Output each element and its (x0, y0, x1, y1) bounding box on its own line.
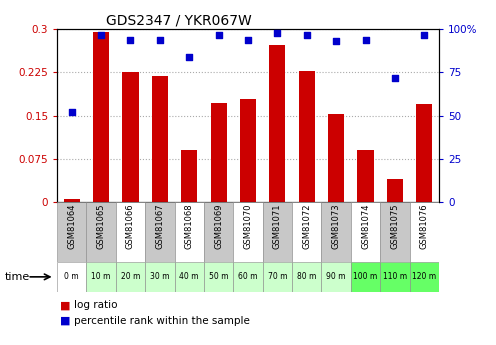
Text: GSM81065: GSM81065 (97, 204, 106, 249)
Bar (387, 179, 403, 202)
Bar (204, 202, 233, 262)
Bar (240, 99, 256, 202)
Bar (380, 262, 410, 292)
Bar (233, 202, 263, 262)
Text: GSM81072: GSM81072 (302, 204, 311, 249)
Point (303, 32, 310, 37)
Bar (263, 202, 292, 262)
Text: 100 m: 100 m (353, 272, 377, 282)
Bar (116, 202, 145, 262)
Bar (181, 150, 197, 202)
Text: GSM81074: GSM81074 (361, 204, 370, 249)
Bar (93, 32, 109, 202)
Text: GSM81073: GSM81073 (332, 204, 341, 249)
Bar (57, 202, 86, 262)
Bar (299, 71, 315, 202)
Text: percentile rank within the sample: percentile rank within the sample (74, 316, 250, 326)
Point (68, 109, 76, 115)
Point (391, 75, 399, 80)
Point (362, 37, 370, 42)
Text: GSM81070: GSM81070 (244, 204, 252, 249)
Bar (204, 262, 233, 292)
Bar (292, 262, 321, 292)
Text: 120 m: 120 m (412, 272, 436, 282)
Point (332, 39, 340, 44)
Bar (269, 46, 286, 202)
Bar (123, 72, 138, 202)
Text: GSM81067: GSM81067 (155, 204, 164, 249)
Point (273, 30, 281, 36)
Bar (351, 262, 380, 292)
Bar (86, 262, 116, 292)
Point (156, 37, 164, 42)
Text: GSM81076: GSM81076 (420, 204, 429, 249)
Text: 20 m: 20 m (121, 272, 140, 282)
Text: GSM81071: GSM81071 (273, 204, 282, 249)
Text: GDS2347 / YKR067W: GDS2347 / YKR067W (106, 14, 251, 28)
Bar (321, 262, 351, 292)
Bar (145, 262, 175, 292)
Text: GSM81075: GSM81075 (390, 204, 399, 249)
Point (97, 32, 105, 37)
Bar (263, 262, 292, 292)
Bar (57, 262, 86, 292)
Point (420, 32, 428, 37)
Bar (145, 202, 175, 262)
Text: 50 m: 50 m (209, 272, 228, 282)
Bar (410, 262, 439, 292)
Bar (380, 202, 410, 262)
Text: GSM81064: GSM81064 (67, 204, 76, 249)
Bar (410, 202, 439, 262)
Point (126, 37, 134, 42)
Text: ■: ■ (60, 316, 70, 326)
Point (244, 37, 252, 42)
Bar (328, 115, 344, 202)
Text: 0 m: 0 m (64, 272, 79, 282)
Bar (321, 202, 351, 262)
Bar (351, 202, 380, 262)
Bar (86, 202, 116, 262)
Text: ■: ■ (60, 300, 70, 310)
Bar (416, 104, 433, 202)
Text: GSM81069: GSM81069 (214, 204, 223, 249)
Text: 30 m: 30 m (150, 272, 170, 282)
Text: 10 m: 10 m (91, 272, 111, 282)
Bar (358, 150, 373, 202)
Text: GSM81066: GSM81066 (126, 204, 135, 249)
Text: 70 m: 70 m (268, 272, 287, 282)
Text: log ratio: log ratio (74, 300, 118, 310)
Bar (116, 262, 145, 292)
Bar (152, 77, 168, 202)
Bar (63, 199, 80, 202)
Text: 80 m: 80 m (297, 272, 316, 282)
Bar (175, 262, 204, 292)
Bar (175, 202, 204, 262)
Text: time: time (5, 272, 30, 282)
Point (215, 32, 223, 37)
Text: GSM81068: GSM81068 (185, 204, 194, 249)
Text: 90 m: 90 m (326, 272, 346, 282)
Bar (292, 202, 321, 262)
Point (186, 54, 193, 60)
Text: 40 m: 40 m (180, 272, 199, 282)
Bar (233, 262, 263, 292)
Text: 110 m: 110 m (383, 272, 407, 282)
Text: 60 m: 60 m (238, 272, 258, 282)
Bar (210, 103, 227, 202)
